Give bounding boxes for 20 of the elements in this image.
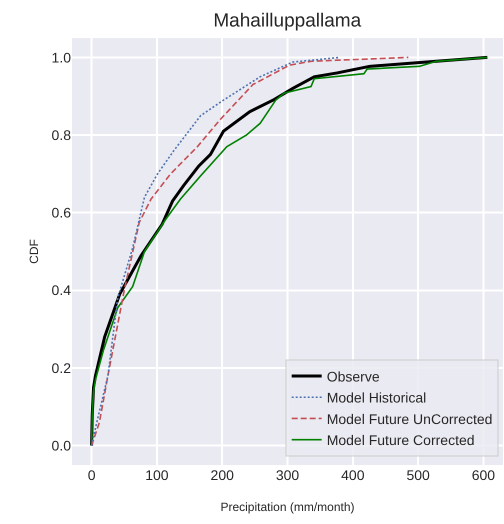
legend-label: Model Future UnCorrected bbox=[326, 410, 492, 427]
y-axis-title: CDF bbox=[27, 239, 41, 264]
y-tick-label: 1.0 bbox=[52, 49, 72, 66]
y-tick-label: 0.6 bbox=[52, 204, 72, 221]
x-tick-label: 200 bbox=[210, 467, 234, 483]
y-tick-label: 0.2 bbox=[52, 360, 72, 376]
x-tick-label: 0 bbox=[88, 467, 96, 483]
y-tick-label: 0.0 bbox=[52, 437, 72, 454]
x-tick-label: 400 bbox=[341, 467, 365, 483]
x-axis-title: Precipitation (mm/month) bbox=[220, 500, 355, 514]
chart-title: Mahailluppallama bbox=[213, 10, 362, 32]
legend-label: Model Historical bbox=[326, 390, 426, 406]
x-tick-label: 300 bbox=[276, 467, 300, 483]
x-tick-label: 500 bbox=[406, 467, 430, 483]
legend-label: Observe bbox=[326, 368, 380, 385]
x-tick-label: 100 bbox=[145, 467, 169, 483]
legend-label: Model Future Corrected bbox=[326, 432, 475, 448]
y-tick-label: 0.8 bbox=[52, 126, 72, 143]
x-tick-label: 600 bbox=[472, 467, 496, 483]
y-tick-label: 0.4 bbox=[52, 282, 72, 298]
